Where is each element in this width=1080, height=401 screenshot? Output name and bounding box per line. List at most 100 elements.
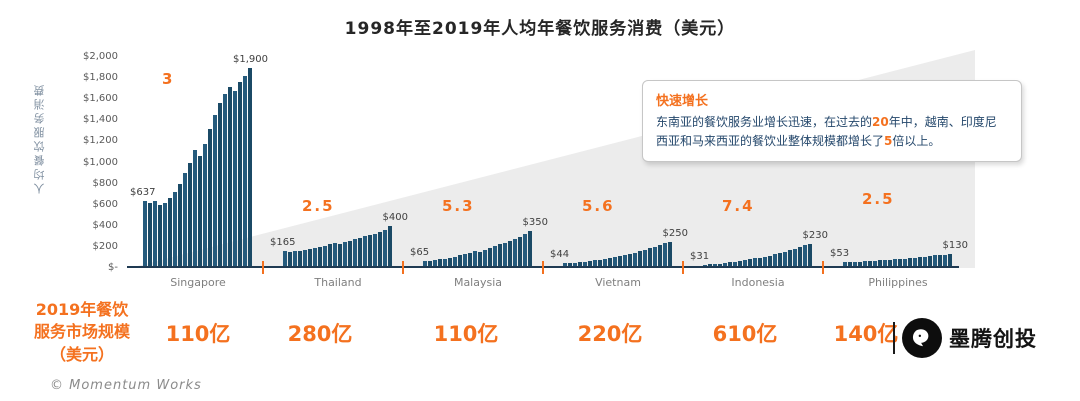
bar-indonesia-11 (758, 257, 762, 268)
bar-malaysia-6 (453, 256, 457, 268)
bar-philippines-4 (863, 261, 867, 268)
bar-vietnam-1 (568, 263, 572, 268)
bar-philippines-19 (938, 255, 942, 268)
bar-vietnam-19 (658, 244, 662, 268)
bar-thailand-7 (318, 246, 322, 268)
bar-thailand-17 (368, 235, 372, 268)
growth-multiple-label-thailand: 2.5 (302, 197, 335, 215)
bar-vietnam-8 (603, 258, 607, 268)
bar-indonesia-17 (788, 250, 792, 268)
market-size-axis-label: 2019年餐饮 服务市场规模 （美元） (6, 299, 158, 366)
growth-multiple-label-indonesia: 7.4 (722, 197, 755, 215)
start-value-label-philippines: $53 (830, 248, 850, 260)
bar-vietnam-11 (618, 256, 622, 268)
annotation-highlight: 5 (884, 133, 893, 148)
bar-indonesia-5 (728, 262, 732, 268)
group-separator-tick (262, 261, 264, 274)
start-value-label-malaysia: $65 (410, 247, 430, 259)
brand-name: 墨腾创投 (949, 327, 1037, 351)
bar-indonesia-18 (793, 248, 797, 268)
y-axis-tick: $1,600 (83, 93, 118, 105)
bar-malaysia-21 (528, 231, 532, 268)
y-axis-tick: $800 (92, 177, 118, 189)
bar-philippines-11 (898, 259, 902, 268)
bar-group-singapore (143, 57, 253, 268)
bar-vietnam-16 (643, 249, 647, 268)
market-size-axis-label-line2: 服务市场规模 (33, 322, 130, 342)
bar-philippines-1 (848, 262, 852, 268)
bar-thailand-14 (353, 239, 357, 268)
bar-thailand-13 (348, 240, 352, 268)
bar-thailand-20 (383, 230, 387, 268)
bar-group-thailand (283, 57, 393, 268)
country-label-malaysia: Malaysia (453, 276, 503, 289)
bar-malaysia-3 (438, 259, 442, 268)
country-label-indonesia: Indonesia (731, 276, 785, 289)
annotation-title: 快速增长 (656, 94, 709, 109)
bar-singapore-20 (243, 76, 247, 268)
bar-malaysia-1 (428, 260, 432, 268)
bar-vietnam-10 (613, 256, 617, 268)
bar-indonesia-21 (808, 243, 812, 268)
bar-singapore-14 (213, 115, 217, 268)
bar-thailand-9 (328, 244, 332, 268)
end-value-label-malaysia: $350 (522, 217, 548, 229)
bar-singapore-15 (218, 103, 222, 268)
bar-singapore-18 (233, 90, 237, 268)
bar-philippines-13 (908, 258, 912, 268)
market-size-value-thailand: 280亿 (287, 322, 353, 346)
bar-philippines-12 (903, 258, 907, 268)
bar-singapore-19 (238, 82, 242, 268)
bar-singapore-6 (173, 192, 177, 268)
bar-vietnam-6 (593, 260, 597, 268)
bar-malaysia-2 (433, 260, 437, 268)
bar-vietnam-5 (588, 261, 592, 268)
bar-singapore-16 (223, 93, 227, 268)
bar-vietnam-12 (623, 255, 627, 268)
bar-thailand-8 (323, 245, 327, 268)
bar-singapore-21 (248, 67, 252, 268)
bar-malaysia-4 (443, 258, 447, 268)
country-label-philippines: Philippines (868, 276, 928, 289)
copyright-credit: © Momentum Works (50, 378, 202, 393)
bar-vietnam-18 (653, 246, 657, 268)
bar-philippines-17 (928, 256, 932, 268)
bar-thailand-10 (333, 243, 337, 268)
market-size-value-philippines: 140亿 (833, 322, 899, 346)
bar-vietnam-13 (628, 253, 632, 268)
bar-philippines-6 (873, 260, 877, 268)
bar-group-vietnam (563, 57, 673, 268)
bar-malaysia-13 (488, 248, 492, 268)
annotation-text-segment: 东南亚的餐饮服务业增长迅速，在过去的 (656, 115, 873, 129)
market-size-value-indonesia: 610亿 (712, 322, 778, 346)
bar-philippines-21 (948, 254, 952, 268)
group-separator-tick (402, 261, 404, 274)
bar-vietnam-4 (583, 261, 587, 268)
bar-singapore-0 (143, 200, 147, 268)
bar-malaysia-11 (478, 251, 482, 268)
bar-singapore-11 (198, 156, 202, 268)
bar-malaysia-20 (523, 234, 527, 268)
bar-singapore-2 (153, 200, 157, 268)
bar-vietnam-7 (598, 259, 602, 268)
bar-malaysia-10 (473, 251, 477, 268)
bar-vietnam-20 (663, 243, 667, 268)
brand-lockup: 墨腾创投 (893, 318, 1037, 358)
bar-thailand-18 (373, 233, 377, 268)
country-label-thailand: Thailand (314, 276, 362, 289)
bar-malaysia-7 (458, 255, 462, 268)
annotation-body: 东南亚的餐饮服务业增长迅速，在过去的20年中，越南、印度尼西亚和马来西亚的餐饮业… (656, 113, 1008, 150)
brand-divider (893, 322, 895, 354)
bar-philippines-2 (853, 262, 857, 268)
group-separator-tick (682, 261, 684, 274)
bar-thailand-21 (388, 225, 392, 268)
bar-thailand-5 (308, 249, 312, 268)
y-axis-tick: $600 (92, 198, 118, 210)
market-size-value-vietnam: 220亿 (577, 322, 643, 346)
bar-singapore-9 (188, 162, 192, 268)
bar-thailand-19 (378, 232, 382, 268)
bar-thailand-2 (293, 251, 297, 268)
y-axis-tick: $1,200 (83, 135, 118, 147)
bar-philippines-7 (878, 260, 882, 268)
